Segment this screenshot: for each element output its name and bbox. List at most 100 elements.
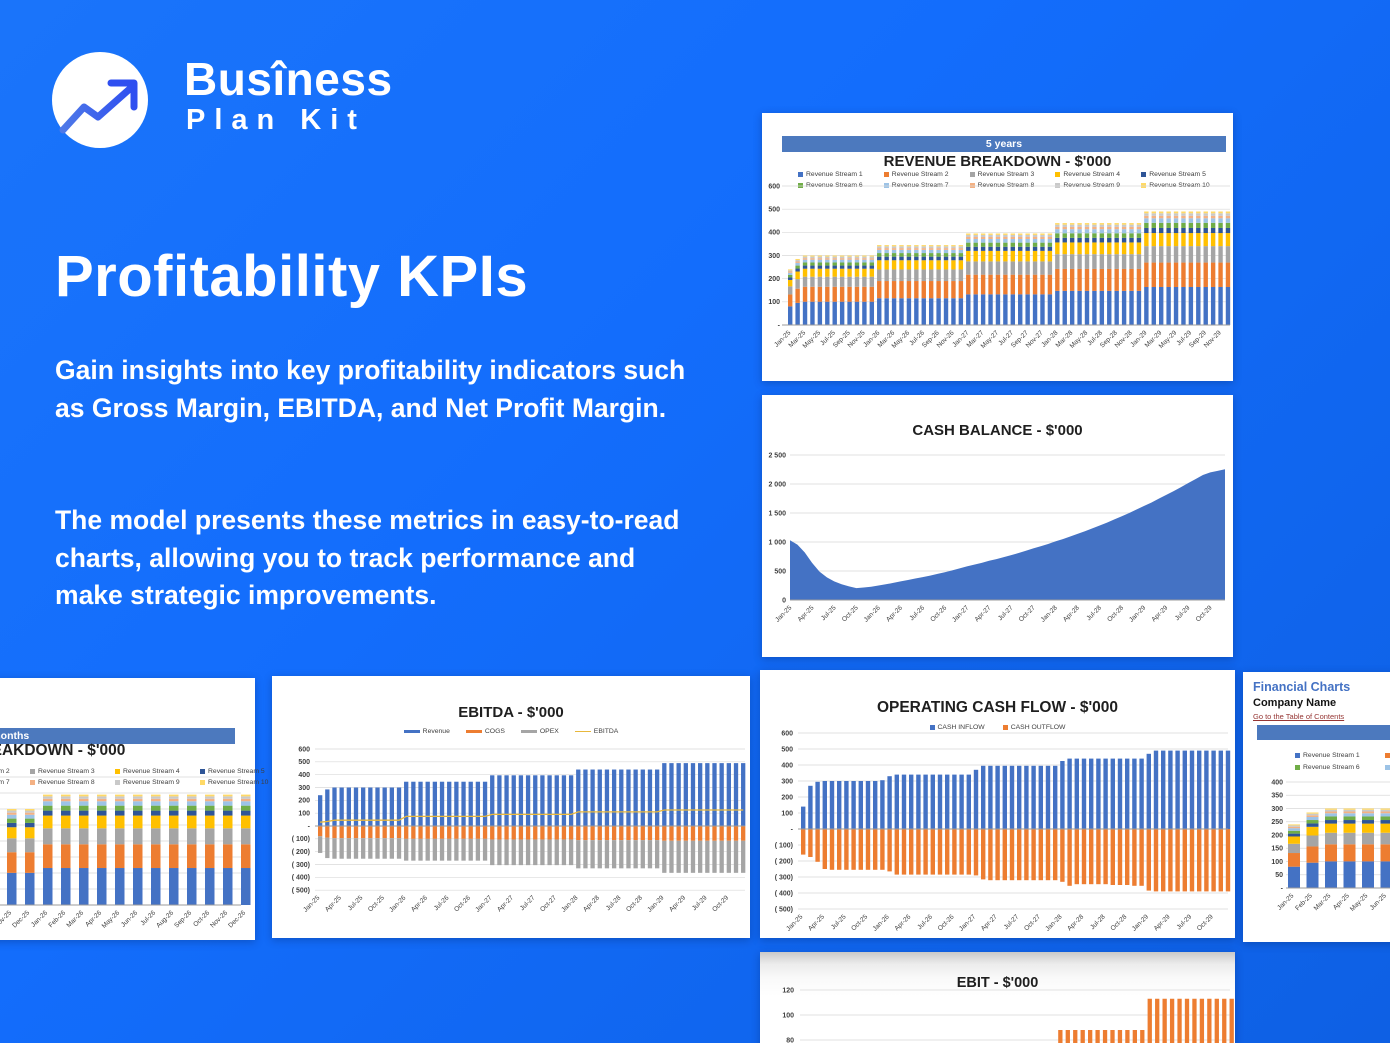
svg-text:-: -: [308, 823, 311, 830]
svg-text:2 500: 2 500: [768, 452, 786, 459]
svg-text:Jan-28: Jan-28: [560, 894, 579, 913]
company-name: Company Name: [1253, 697, 1337, 709]
legend-ebitda: Revenue COGS OPEX EBITDA: [272, 728, 750, 735]
svg-text:100: 100: [782, 1012, 794, 1019]
legend-label: Revenue Stream 5: [208, 768, 265, 775]
legend-item: Revenue Stream 5: [200, 768, 285, 775]
legend-label: Revenue Stream 9: [123, 779, 180, 786]
svg-text:Apr-25: Apr-25: [324, 894, 343, 913]
legend-label: Revenue Stream 3: [38, 768, 95, 775]
svg-text:Jan-25: Jan-25: [302, 894, 321, 913]
svg-text:500: 500: [774, 568, 786, 575]
svg-text:50: 50: [1275, 872, 1283, 879]
svg-text:Jul-27: Jul-27: [997, 604, 1015, 622]
legend-item: Revenue Stream 7: [883, 182, 970, 189]
legend-item: Revenue Stream 6: [798, 182, 884, 189]
legend-item: Revenue Stream 3: [30, 768, 115, 775]
legend-swatch-icon: [574, 730, 591, 733]
financial-charts-sheet-panel: Financial Charts Company Name Go to the …: [1243, 672, 1390, 942]
svg-text:Jul-26: Jul-26: [908, 604, 926, 622]
legend-item: COGS: [465, 728, 505, 735]
legend-label: Revenue Stream 5: [1149, 171, 1206, 178]
brand-logo: [52, 52, 148, 148]
legend-label: Revenue Stream 8: [977, 182, 1035, 189]
hero-paragraph-1: Gain insights into key profitability ind…: [55, 355, 686, 423]
legend-swatch-icon: [30, 769, 35, 774]
svg-text:Jan-29: Jan-29: [646, 894, 665, 913]
svg-text:Oct-27: Oct-27: [1023, 913, 1042, 932]
svg-text:Apr-29: Apr-29: [1150, 604, 1169, 623]
svg-text:Apr-25: Apr-25: [797, 604, 816, 623]
svg-text:Nov-26: Nov-26: [209, 909, 229, 929]
svg-text:Oct-26: Oct-26: [937, 913, 956, 932]
legend-swatch-icon: [883, 172, 889, 177]
chart-title-revenue-breakdown-24m: REVENUE BREAKDOWN - $'000: [0, 742, 126, 759]
sheet-header-bar: [1257, 725, 1390, 740]
svg-text:300: 300: [768, 253, 780, 260]
ebit-panel: EBIT - $'000 120 100 80: [760, 952, 1235, 1043]
svg-text:Apr-27: Apr-27: [980, 913, 999, 932]
svg-text:400: 400: [298, 772, 310, 779]
svg-text:Jan-25: Jan-25: [1276, 892, 1295, 911]
legend-swatch-icon: [1055, 183, 1061, 188]
svg-text:Jan-28: Jan-28: [1044, 913, 1063, 932]
svg-text:600: 600: [781, 730, 793, 737]
svg-text:200: 200: [781, 794, 793, 801]
svg-text:100: 100: [1271, 859, 1283, 866]
legend-swatch-icon: [520, 730, 537, 733]
svg-text:2 000: 2 000: [768, 481, 786, 488]
svg-text:Jun-25: Jun-25: [1369, 892, 1388, 911]
legend-label: Revenue Stream 1: [806, 171, 863, 178]
legend-label: Revenue Stream 7: [891, 182, 949, 189]
hero-paragraph-2: The model presents these metrics in easy…: [55, 505, 680, 611]
legend-swatch-icon: [969, 172, 975, 177]
chart-title-operating-cash-flow: OPERATING CASH FLOW - $'000: [876, 699, 1119, 716]
svg-text:Jan-26: Jan-26: [863, 604, 882, 623]
svg-text:Oct-27: Oct-27: [539, 894, 558, 913]
svg-text:-: -: [791, 826, 794, 833]
svg-text:Apr-26: Apr-26: [885, 604, 904, 623]
svg-text:Oct-27: Oct-27: [1018, 604, 1037, 623]
legend-label: Revenue Stream 3: [977, 171, 1035, 178]
legend-label: Revenue Stream 6: [1303, 764, 1360, 771]
revenue-breakdown-24m-panel: 24 months REVENUE BREAKDOWN - $'000 Reve…: [0, 678, 268, 940]
legend-item: Revenue Stream 10: [200, 779, 285, 786]
legend-label: Revenue Stream 9: [1063, 182, 1121, 189]
svg-text:Apr-25: Apr-25: [807, 913, 826, 932]
legend-swatch-icon: [929, 725, 935, 730]
svg-text:Oct-29: Oct-29: [711, 894, 730, 913]
svg-text:Dec-26: Dec-26: [227, 909, 247, 929]
legend-label: Revenue Stream 4: [1063, 171, 1121, 178]
svg-text:Feb-25: Feb-25: [1294, 892, 1314, 912]
svg-text:200: 200: [768, 276, 780, 283]
svg-text:( 100): ( 100): [292, 836, 310, 843]
table-of-contents-link[interactable]: Go to the Table of Contents: [1253, 712, 1345, 721]
svg-text:Dec-25: Dec-25: [11, 909, 31, 929]
svg-text:Jul-29: Jul-29: [691, 894, 709, 912]
operating-cash-flow-plot-area: 600 500 400 300 200 100 - ( 100) ( 200) ( 300) ( 4…: [775, 730, 1231, 933]
legend-swatch-icon: [1385, 753, 1390, 758]
legend-item: Revenue: [403, 728, 450, 735]
svg-text:( 100): ( 100): [775, 842, 793, 849]
legend-item: Revenue Stream 7: [1385, 764, 1390, 771]
svg-text:Jul-25: Jul-25: [830, 913, 848, 931]
legend-label: Revenue Stream 6: [806, 182, 863, 189]
svg-text:Jan-25: Jan-25: [785, 913, 804, 932]
svg-text:Apr-26: Apr-26: [410, 894, 429, 913]
period-badge-5-years: 5 years: [782, 136, 1226, 152]
svg-text:Jul-25: Jul-25: [347, 894, 365, 912]
svg-text:May-25: May-25: [1349, 892, 1370, 913]
svg-text:Oct-26: Oct-26: [192, 909, 211, 928]
mini-revenue-plot-area: 400 350 300 250 200 150 100 50 -Jan-25Feb-25Mar-…: [1271, 779, 1390, 913]
legend-item: Revenue Stream 8: [969, 182, 1056, 189]
svg-text:Mar-25: Mar-25: [1313, 892, 1333, 912]
svg-text:Jul-26: Jul-26: [916, 913, 934, 931]
svg-text:Jan-28: Jan-28: [1040, 604, 1059, 623]
svg-text:Jan-29: Jan-29: [1131, 913, 1150, 932]
legend-label: Revenue Stream 8: [38, 779, 95, 786]
svg-text:100: 100: [781, 810, 793, 817]
svg-text:Apr-28: Apr-28: [582, 894, 601, 913]
